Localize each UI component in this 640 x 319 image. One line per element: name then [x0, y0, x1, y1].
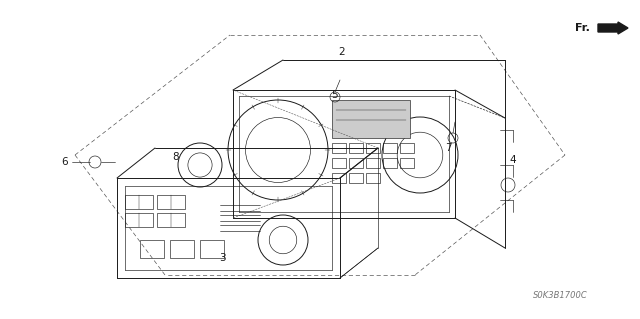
- Text: Fr.: Fr.: [575, 23, 590, 33]
- Bar: [332, 143, 346, 153]
- Bar: [400, 143, 414, 153]
- Text: 4: 4: [509, 155, 516, 165]
- Bar: [140, 240, 164, 258]
- Bar: [349, 158, 363, 168]
- Bar: [332, 100, 410, 138]
- Bar: [200, 240, 224, 258]
- Text: 3: 3: [219, 253, 225, 263]
- Bar: [349, 173, 363, 183]
- Text: S0K3B1700C: S0K3B1700C: [532, 291, 588, 300]
- Bar: [366, 173, 380, 183]
- Bar: [332, 173, 346, 183]
- Bar: [383, 158, 397, 168]
- Bar: [383, 143, 397, 153]
- Bar: [157, 213, 185, 227]
- Bar: [400, 158, 414, 168]
- Bar: [170, 240, 194, 258]
- Text: 2: 2: [339, 47, 346, 57]
- Text: 7: 7: [445, 143, 451, 153]
- Bar: [332, 158, 346, 168]
- Bar: [125, 213, 153, 227]
- FancyArrow shape: [598, 22, 628, 34]
- Text: 5: 5: [332, 90, 339, 100]
- Bar: [349, 143, 363, 153]
- Text: 6: 6: [61, 157, 68, 167]
- Bar: [366, 158, 380, 168]
- Bar: [157, 195, 185, 209]
- Text: 8: 8: [173, 152, 179, 162]
- Bar: [125, 195, 153, 209]
- Bar: [366, 143, 380, 153]
